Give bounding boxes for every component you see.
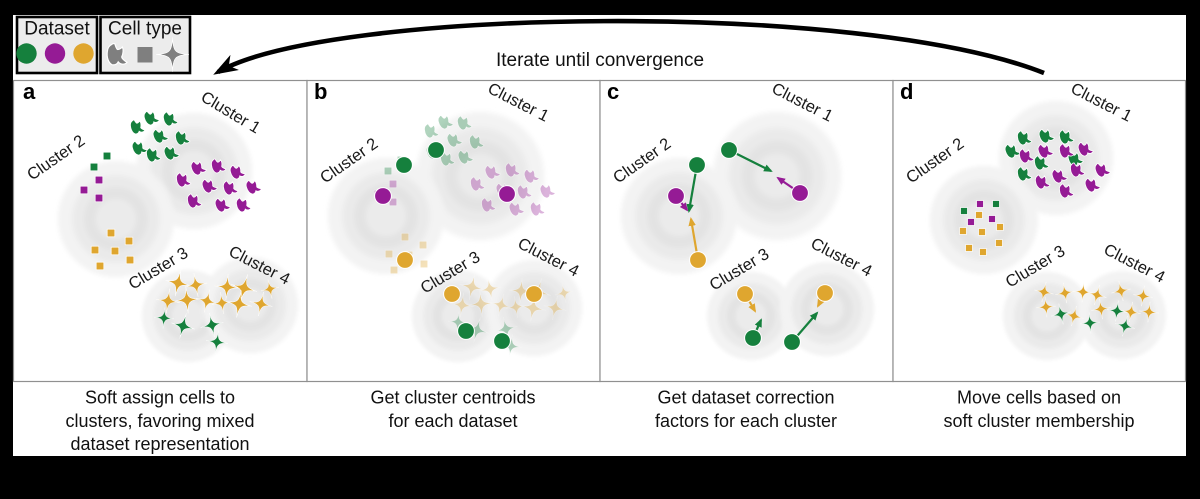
svg-text:Soft assign cells to: Soft assign cells to [85,388,235,408]
svg-text:soft cluster membership: soft cluster membership [943,411,1134,431]
svg-text:Iterate until convergence: Iterate until convergence [496,50,704,71]
svg-text:for each dataset: for each dataset [388,411,517,431]
svg-text:a: a [23,79,36,104]
svg-text:clusters, favoring mixed: clusters, favoring mixed [65,411,254,431]
svg-text:c: c [607,79,619,104]
svg-text:b: b [314,79,327,104]
svg-text:Get dataset correction: Get dataset correction [657,388,834,408]
svg-text:Get cluster centroids: Get cluster centroids [370,388,535,408]
svg-text:Cell type: Cell type [108,19,182,40]
svg-text:factors for each cluster: factors for each cluster [655,411,837,431]
svg-text:Move cells based on: Move cells based on [957,388,1121,408]
svg-text:Dataset: Dataset [24,19,90,40]
svg-text:d: d [900,79,913,104]
svg-text:dataset representation: dataset representation [70,434,249,454]
